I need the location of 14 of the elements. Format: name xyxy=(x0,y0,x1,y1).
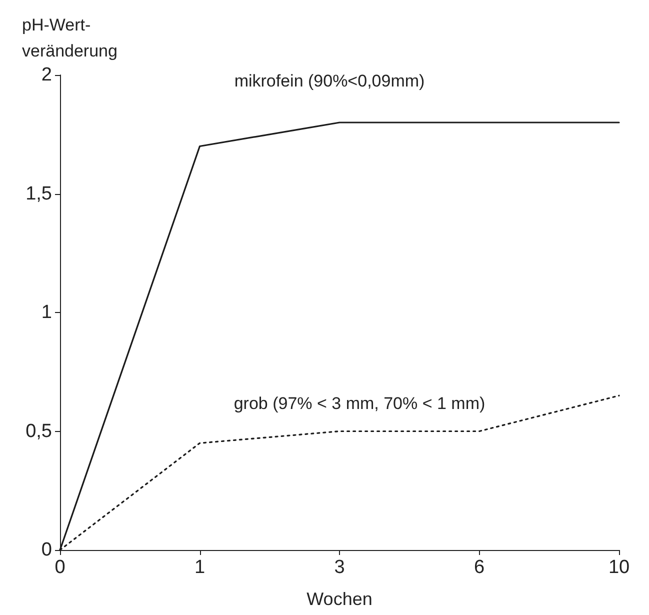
y-tick-label: 2 xyxy=(41,64,52,86)
y-tick-label: 0 xyxy=(41,540,52,560)
y-tick-label: 1 xyxy=(41,302,52,323)
y-tick-label: 1,5 xyxy=(26,183,52,204)
series-label: mikrofein (90%<0,09mm) xyxy=(234,71,425,90)
x-axis-title: Wochen xyxy=(306,589,372,609)
x-tick-label: 3 xyxy=(334,557,345,578)
x-tick-label: 0 xyxy=(54,557,66,578)
x-tick-label: 10 xyxy=(608,557,630,578)
y-tick-label: 0,5 xyxy=(26,420,52,442)
x-tick-label: 1 xyxy=(194,557,206,578)
series-label: grob (97% < 3 mm, 70% < 1 mm) xyxy=(234,394,486,414)
y-axis-title: pH-Wert- veränderung xyxy=(22,16,118,60)
x-tick-label: 6 xyxy=(474,557,485,578)
